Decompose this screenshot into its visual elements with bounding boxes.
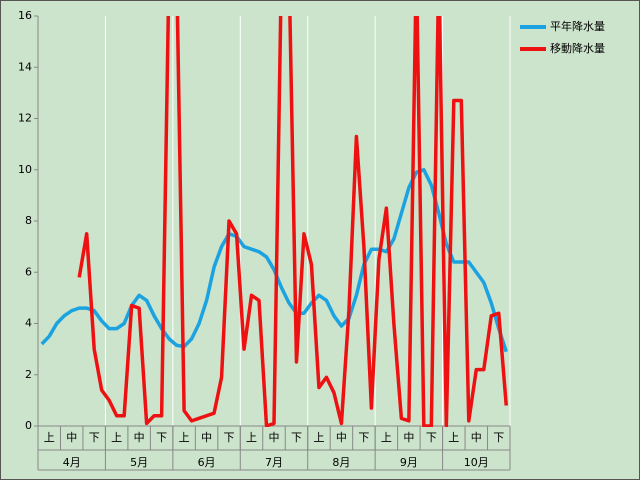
x-tick-label: 下: [358, 431, 369, 444]
y-tick-label: 12: [18, 112, 32, 125]
y-tick-label: 8: [25, 214, 32, 227]
x-tick-label: 中: [66, 431, 77, 444]
y-tick-label: 6: [25, 265, 32, 278]
x-tick-label: 下: [156, 431, 167, 444]
x-group-label: 10月: [464, 456, 489, 469]
legend-label: 平年降水量: [550, 19, 605, 33]
x-tick-label: 中: [336, 431, 347, 444]
x-group-label: 9月: [400, 456, 418, 469]
legend-label: 移動降水量: [550, 41, 605, 55]
x-tick-label: 中: [201, 431, 212, 444]
y-tick-label: 2: [25, 368, 32, 381]
x-group-label: 6月: [198, 456, 216, 469]
y-tick-label: 14: [18, 60, 32, 73]
x-tick-label: 中: [471, 431, 482, 444]
series-line: [40, 168, 508, 353]
y-tick-label: 0: [25, 419, 32, 432]
y-tick-label: 10: [18, 163, 32, 176]
x-tick-label: 上: [246, 431, 257, 444]
x-tick-label: 上: [44, 431, 55, 444]
x-tick-label: 上: [381, 431, 392, 444]
series-line: [77, 16, 508, 427]
x-tick-label: 下: [89, 431, 100, 444]
x-group-label: 7月: [265, 456, 283, 469]
y-tick-label: 4: [25, 317, 32, 330]
x-tick-label: 下: [224, 431, 235, 444]
x-group-label: 5月: [130, 456, 148, 469]
x-tick-label: 下: [493, 431, 504, 444]
x-group-label: 8月: [332, 456, 350, 469]
x-tick-label: 上: [111, 431, 122, 444]
x-tick-label: 上: [448, 431, 459, 444]
x-tick-label: 下: [426, 431, 437, 444]
x-tick-label: 中: [269, 431, 280, 444]
x-tick-label: 上: [313, 431, 324, 444]
x-tick-label: 上: [179, 431, 190, 444]
x-tick-label: 下: [291, 431, 302, 444]
x-group-label: 4月: [63, 456, 81, 469]
x-tick-label: 中: [134, 431, 145, 444]
x-tick-label: 中: [403, 431, 414, 444]
y-tick-label: 16: [18, 9, 32, 22]
